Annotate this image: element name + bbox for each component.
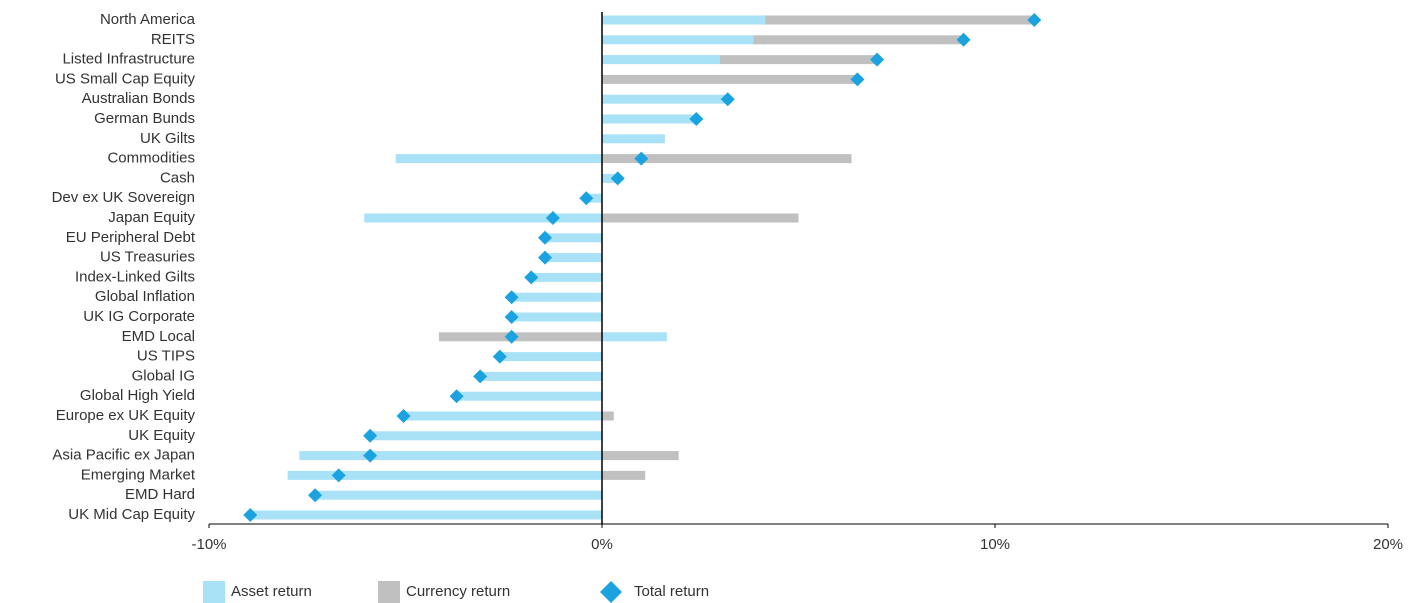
asset-bar (511, 312, 602, 322)
currency-bar (602, 154, 852, 164)
x-tick-label: 10% (980, 536, 1010, 553)
category-label: Global IG (132, 367, 195, 384)
total-marker (504, 329, 519, 344)
currency-bar (602, 470, 646, 480)
total-marker (720, 92, 735, 107)
total-marker (243, 508, 258, 522)
asset-bar (299, 451, 602, 461)
legend-label: Asset return (231, 583, 312, 600)
total-marker (538, 250, 553, 265)
total-marker (634, 151, 649, 166)
category-label: North America (100, 11, 196, 28)
asset-bar (602, 15, 766, 25)
legend-swatch (600, 581, 622, 603)
total-marker (363, 448, 378, 463)
asset-bar (511, 292, 602, 302)
legend-label: Currency return (406, 583, 510, 600)
x-tick-label: -10% (191, 536, 226, 553)
asset-bar (602, 35, 754, 45)
total-marker (1027, 13, 1042, 27)
total-marker (504, 310, 519, 324)
asset-bar (588, 193, 602, 203)
category-label: Emerging Market (81, 466, 196, 483)
asset-bar (602, 332, 667, 342)
asset-bar (395, 154, 602, 164)
category-label: Europe ex UK Equity (56, 407, 196, 424)
total-marker (524, 270, 539, 285)
asset-bar (403, 411, 602, 421)
asset-bar (602, 134, 665, 144)
x-tick-label: 20% (1373, 536, 1403, 553)
asset-bar (370, 431, 602, 441)
category-label: Global High Yield (80, 387, 195, 404)
total-marker (504, 290, 519, 305)
currency-bar (438, 332, 602, 342)
total-marker (331, 468, 346, 483)
category-label: US TIPS (137, 348, 195, 365)
asset-bar (531, 272, 602, 282)
legend-swatch (378, 581, 400, 603)
total-marker (492, 349, 507, 364)
category-label: US Small Cap Equity (55, 70, 196, 87)
total-marker (870, 52, 885, 67)
asset-bar (545, 233, 602, 243)
category-label: UK Gilts (140, 130, 195, 147)
asset-bar (364, 213, 602, 223)
category-label: Cash (160, 169, 195, 186)
category-label: Japan Equity (108, 209, 195, 226)
asset-bar (499, 352, 602, 362)
currency-bar (602, 213, 799, 223)
category-label: EMD Local (122, 328, 195, 345)
total-marker (396, 409, 411, 423)
total-marker (610, 171, 625, 186)
currency-bar (753, 35, 964, 45)
category-label: UK Mid Cap Equity (68, 506, 195, 523)
total-marker (545, 211, 560, 225)
total-marker (956, 32, 971, 47)
asset-bar (456, 391, 602, 401)
category-label: Listed Infrastructure (62, 51, 195, 68)
x-tick-label: 0% (591, 536, 613, 553)
total-marker (538, 230, 553, 245)
category-label: Commodities (107, 150, 195, 167)
category-label: UK IG Corporate (83, 308, 195, 325)
total-marker (308, 488, 323, 503)
asset-bar (287, 470, 602, 480)
category-label: EMD Hard (125, 486, 195, 503)
total-marker (363, 428, 378, 443)
category-label: UK Equity (128, 427, 195, 444)
category-label: Asia Pacific ex Japan (52, 447, 195, 464)
currency-bar (765, 15, 1037, 25)
total-marker (473, 369, 488, 384)
currency-bar (602, 411, 614, 421)
asset-bar (602, 114, 697, 124)
total-marker (850, 72, 865, 87)
total-marker (449, 389, 464, 404)
asset-bar (315, 490, 602, 500)
category-label: Global Inflation (95, 288, 195, 305)
category-label: US Treasuries (100, 249, 195, 266)
currency-bar (602, 451, 679, 461)
asset-bar (602, 94, 728, 104)
asset-bar (602, 55, 720, 65)
category-label: German Bunds (94, 110, 195, 127)
asset-bar (250, 510, 602, 520)
currency-bar (602, 74, 858, 84)
asset-bar (602, 173, 618, 183)
asset-bar (480, 371, 602, 381)
legend-label: Total return (634, 583, 709, 600)
category-label: Dev ex UK Sovereign (52, 189, 195, 206)
asset-bar (545, 253, 602, 263)
total-marker (579, 191, 594, 206)
category-label: Index-Linked Gilts (75, 268, 195, 285)
currency-bar (719, 55, 878, 65)
total-marker (689, 112, 704, 126)
legend-swatch (203, 581, 225, 603)
category-label: EU Peripheral Debt (66, 229, 196, 246)
category-label: Australian Bonds (82, 90, 195, 107)
category-label: REITS (151, 31, 195, 48)
